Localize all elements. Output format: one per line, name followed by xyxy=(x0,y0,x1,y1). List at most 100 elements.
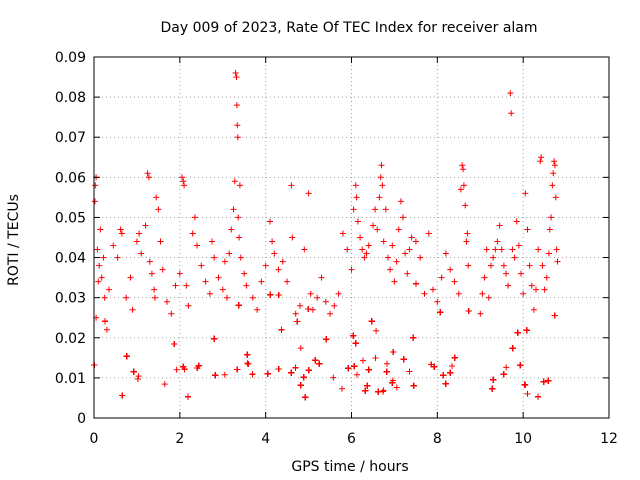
data-point xyxy=(305,190,312,197)
data-point xyxy=(496,222,503,229)
data-point xyxy=(463,238,470,245)
data-point xyxy=(479,290,486,297)
data-point xyxy=(288,369,295,376)
axes: 0 0.01 0.02 0.03 0.04 0.05 0.06 0.07 0.08 0.09 0 2 4… xyxy=(55,50,618,447)
data-point xyxy=(430,286,436,293)
data-point xyxy=(288,182,295,189)
data-point xyxy=(551,312,558,319)
data-point xyxy=(179,174,185,181)
data-point xyxy=(455,290,462,297)
data-point xyxy=(500,371,507,378)
chart-title: Day 009 of 2023, Rate Of TEC Index for r… xyxy=(160,20,537,36)
data-point xyxy=(524,390,531,397)
data-point xyxy=(157,238,164,245)
data-point xyxy=(413,280,419,287)
data-point xyxy=(548,214,555,221)
data-point xyxy=(269,238,276,245)
data-point xyxy=(352,340,359,347)
data-point xyxy=(370,222,376,229)
data-point xyxy=(459,162,466,169)
data-point xyxy=(226,250,233,257)
data-point xyxy=(451,354,458,361)
data-point xyxy=(485,294,492,301)
data-point xyxy=(232,70,239,76)
data-point xyxy=(477,310,484,317)
data-point xyxy=(318,274,325,281)
data-point xyxy=(357,234,364,241)
data-point xyxy=(535,393,541,400)
data-point xyxy=(344,246,351,253)
data-point xyxy=(123,353,130,360)
data-point xyxy=(97,226,104,233)
data-point xyxy=(518,270,524,277)
data-point xyxy=(393,384,400,391)
data-point xyxy=(511,254,518,261)
data-point xyxy=(235,214,242,221)
data-point xyxy=(483,246,490,253)
data-point xyxy=(360,357,366,364)
data-point xyxy=(465,262,472,269)
data-point xyxy=(194,242,200,249)
data-point xyxy=(98,274,105,281)
data-point xyxy=(417,254,424,261)
data-point xyxy=(234,122,241,129)
data-point xyxy=(159,266,166,273)
data-point xyxy=(314,294,321,301)
data-point xyxy=(244,360,251,367)
data-point xyxy=(249,294,256,301)
y-tick-label: 0.08 xyxy=(55,90,86,106)
data-point xyxy=(490,254,497,261)
data-point xyxy=(309,306,316,313)
data-point xyxy=(412,238,419,245)
y-tick-label: 0.04 xyxy=(55,251,86,267)
data-point xyxy=(300,374,307,381)
data-point xyxy=(545,377,552,384)
data-point xyxy=(526,262,533,269)
data-point xyxy=(543,274,550,281)
data-point xyxy=(524,226,531,233)
data-point xyxy=(517,362,524,369)
data-point xyxy=(284,278,291,285)
y-tick-label: 0 xyxy=(77,411,86,427)
data-point xyxy=(406,246,413,253)
data-point xyxy=(153,194,160,201)
data-point xyxy=(316,360,323,367)
data-point xyxy=(374,226,381,233)
data-point xyxy=(537,158,544,165)
data-point xyxy=(352,182,359,189)
data-point xyxy=(505,282,512,289)
data-point xyxy=(236,234,243,241)
data-point xyxy=(331,302,338,309)
data-point xyxy=(168,310,175,317)
data-points xyxy=(91,70,561,401)
data-point xyxy=(350,332,357,339)
data-point xyxy=(406,368,413,375)
data-point xyxy=(389,242,396,249)
data-point xyxy=(161,381,168,388)
data-point xyxy=(451,278,458,285)
data-point xyxy=(520,290,527,297)
data-point xyxy=(279,258,286,265)
data-point xyxy=(258,278,265,285)
data-point xyxy=(350,206,357,213)
x-tick-label: 6 xyxy=(347,431,356,447)
data-point xyxy=(400,356,407,363)
data-point xyxy=(383,368,390,375)
data-point xyxy=(275,266,282,273)
data-point xyxy=(535,246,542,253)
data-point xyxy=(138,250,145,257)
data-point xyxy=(230,206,237,213)
data-point xyxy=(362,387,369,394)
data-point xyxy=(380,238,387,245)
data-point xyxy=(176,270,183,277)
data-point xyxy=(145,174,152,181)
data-point xyxy=(404,270,411,277)
data-point xyxy=(351,363,358,370)
data-point xyxy=(211,335,218,342)
data-point xyxy=(91,198,98,205)
data-point xyxy=(513,218,520,225)
data-point xyxy=(114,254,121,261)
data-point xyxy=(235,302,242,309)
data-point xyxy=(275,292,282,298)
data-point xyxy=(234,134,241,141)
